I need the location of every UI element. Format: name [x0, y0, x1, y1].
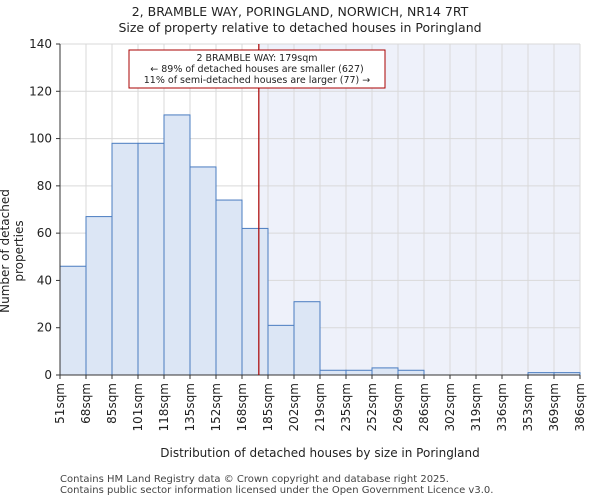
histogram-bar — [293, 301, 321, 376]
footer-licence: Contains public sector information licen… — [60, 485, 494, 496]
x-tick-label: 152sqm — [209, 383, 223, 431]
x-tick-label: 202sqm — [287, 383, 301, 431]
annotation-line: ← 89% of detached houses are smaller (62… — [150, 64, 363, 75]
x-tick-label: 252sqm — [365, 383, 379, 431]
x-tick-label: 51sqm — [53, 383, 67, 424]
histogram-bar — [345, 369, 373, 376]
histogram-bar — [163, 114, 191, 376]
x-tick-label: 386sqm — [573, 383, 587, 431]
histogram-bar — [397, 369, 425, 376]
x-tick-label: 68sqm — [79, 383, 93, 424]
histogram-bar — [137, 142, 165, 376]
x-tick-label: 219sqm — [313, 383, 327, 431]
y-tick-label: 120 — [29, 84, 52, 98]
annotation-line: 2 BRAMBLE WAY: 179sqm — [196, 53, 317, 64]
y-tick-label: 40 — [37, 273, 52, 287]
histogram-bar — [267, 324, 295, 376]
x-tick-label: 118sqm — [157, 383, 171, 431]
x-tick-label: 235sqm — [339, 383, 353, 431]
histogram-bar — [111, 142, 139, 376]
x-tick-label: 85sqm — [105, 383, 119, 424]
annotation-line: 11% of semi-detached houses are larger (… — [144, 75, 371, 86]
histogram-bar — [189, 166, 217, 376]
histogram-bar — [85, 216, 113, 376]
x-tick-label: 336sqm — [495, 383, 509, 431]
y-tick-label: 100 — [29, 132, 52, 146]
x-tick-label: 302sqm — [443, 383, 457, 431]
x-tick-label: 269sqm — [391, 383, 405, 431]
histogram-bar — [241, 227, 269, 376]
y-axis-label: Number of detached properties — [0, 189, 26, 313]
y-tick-label: 20 — [37, 321, 52, 335]
histogram-bar — [371, 367, 399, 376]
annotation-box — [128, 49, 386, 89]
histogram-bar — [59, 265, 87, 376]
x-tick-label: 369sqm — [547, 383, 561, 431]
y-tick-label: 140 — [29, 37, 52, 51]
y-tick-label: 0 — [44, 368, 52, 382]
x-tick-label: 168sqm — [235, 383, 249, 431]
x-tick-label: 185sqm — [261, 383, 275, 431]
footer-copyright: Contains HM Land Registry data © Crown c… — [60, 474, 449, 485]
y-tick-label: 80 — [37, 179, 52, 193]
x-tick-label: 101sqm — [131, 383, 145, 431]
x-axis-label: Distribution of detached houses by size … — [160, 446, 480, 460]
chart-title: 2, BRAMBLE WAY, PORINGLAND, NORWICH, NR1… — [131, 4, 469, 19]
x-tick-label: 286sqm — [417, 383, 431, 431]
x-tick-label: 353sqm — [521, 383, 535, 431]
x-tick-label: 135sqm — [183, 383, 197, 431]
x-tick-label: 319sqm — [469, 383, 483, 431]
chart-subtitle: Size of property relative to detached ho… — [118, 20, 482, 35]
histogram-bar — [215, 199, 243, 376]
histogram-bar — [319, 369, 347, 376]
y-tick-label: 60 — [37, 226, 52, 240]
